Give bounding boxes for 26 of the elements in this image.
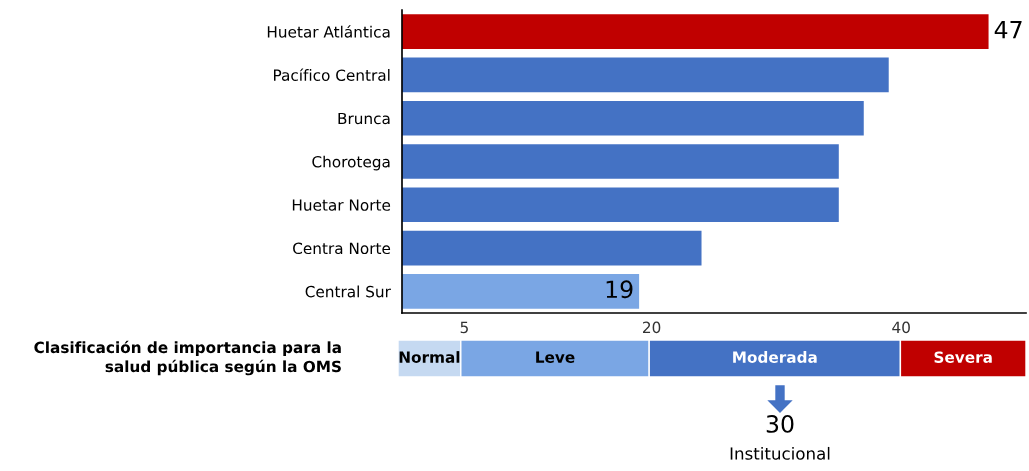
series-label: Normal bbox=[399, 351, 460, 363]
y-tick-label: Huetar Atlántica bbox=[267, 25, 390, 38]
data-label: 47 bbox=[994, 20, 1022, 39]
y-tick-label: Central Sur bbox=[305, 285, 391, 298]
bar bbox=[402, 14, 989, 49]
bar bbox=[402, 144, 839, 179]
bar bbox=[402, 274, 640, 309]
series-label: Moderada bbox=[733, 351, 817, 363]
x-tick-label: 40 bbox=[892, 321, 910, 334]
text: Clasificación de importancia para la salud pública según la OMS bbox=[34, 340, 341, 376]
bar bbox=[402, 100, 864, 136]
x-tick-label: 20 bbox=[643, 321, 661, 334]
y-tick-label: Brunca bbox=[338, 112, 390, 125]
text: 30 bbox=[766, 414, 794, 433]
y-tick-label: Huetar Norte bbox=[292, 199, 391, 211]
series-label: Leve bbox=[536, 351, 575, 363]
text: Institucional bbox=[730, 446, 830, 460]
bar bbox=[402, 187, 839, 223]
bar bbox=[402, 230, 702, 266]
y-tick-label: Chorotega bbox=[312, 155, 390, 171]
y-tick-label: Centra Norte bbox=[293, 242, 391, 255]
y-tick-label: Pacífico Central bbox=[274, 68, 390, 81]
x-tick-label: 5 bbox=[460, 321, 468, 334]
bar bbox=[402, 57, 889, 93]
data-label: 19 bbox=[606, 280, 633, 299]
series-label: Severa bbox=[934, 351, 992, 363]
